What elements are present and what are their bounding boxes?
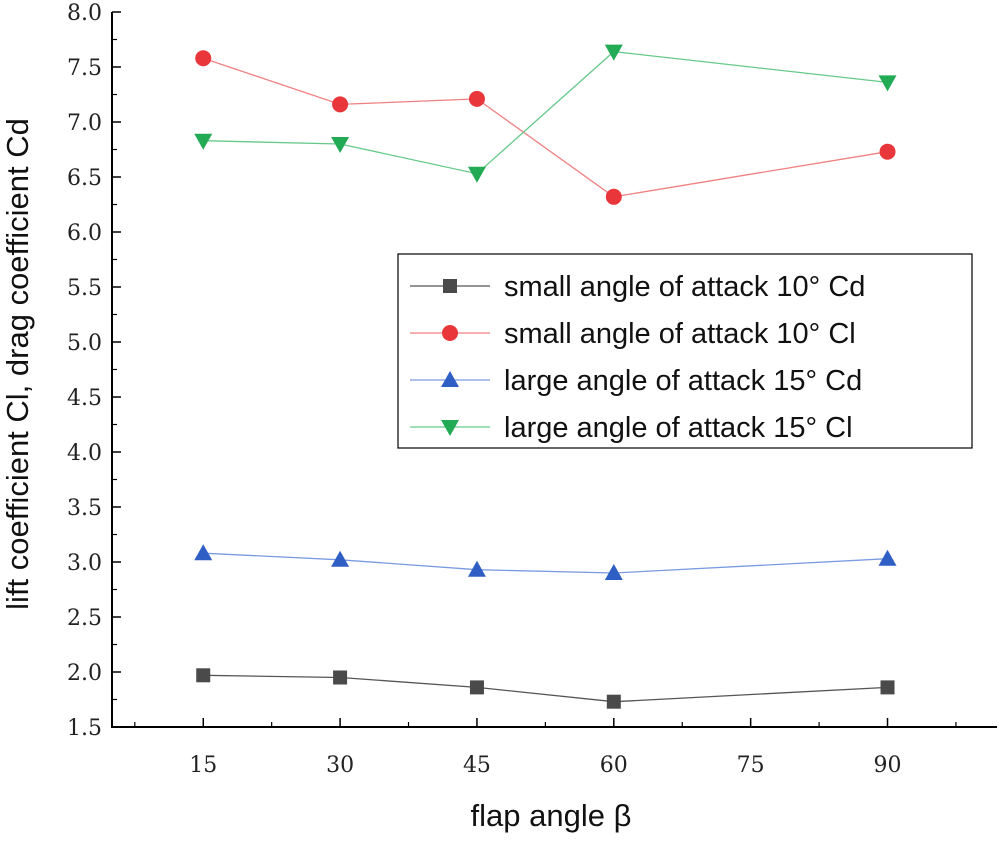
data-point (332, 96, 349, 113)
legend-box (397, 253, 973, 449)
legend-entry: small angle of attack 10° Cd (410, 271, 865, 303)
legend-entry: large angle of attack 15° Cl (410, 412, 853, 444)
data-point (880, 680, 895, 695)
data-point (878, 549, 897, 566)
series-4 (194, 44, 897, 183)
y-tick-label: 8.0 (67, 1, 102, 26)
legend-marker (443, 279, 457, 293)
series-line (202, 57, 888, 198)
y-tick-label: 5.0 (67, 331, 102, 356)
series-line (203, 50, 888, 175)
data-point (195, 50, 212, 67)
y-axis-title: lift coefficient Cl, drag coefficient Cd (0, 118, 35, 610)
legend-label: large angle of attack 15° Cl (504, 412, 853, 444)
x-axis-title: flap angle β (471, 798, 632, 833)
data-point (467, 166, 486, 183)
data-point (604, 564, 623, 580)
legend-label: small angle of attack 10° Cd (504, 271, 865, 303)
y-tick-label: 6.0 (67, 221, 102, 246)
series-1 (196, 668, 895, 709)
series-3 (194, 544, 897, 580)
y-tick-label: 1.5 (67, 716, 102, 741)
legend-entry: small angle of attack 10° Cl (410, 318, 856, 350)
y-tick-label: 6.5 (67, 166, 102, 191)
x-tick-label: 90 (874, 753, 902, 778)
y-tick-label: 7.5 (67, 56, 102, 81)
x-tick-label: 45 (463, 753, 491, 778)
data-point (606, 694, 621, 709)
y-tick-label: 2.5 (67, 606, 102, 631)
y-tick-label: 5.5 (67, 276, 102, 301)
data-point (467, 560, 486, 577)
data-point (469, 680, 484, 695)
data-point (604, 44, 623, 61)
series-layer (194, 44, 897, 709)
x-tick-label: 60 (600, 753, 628, 778)
data-point (879, 143, 896, 160)
legend: small angle of attack 10° Cd small angle … (397, 253, 973, 449)
y-tick-label: 3.0 (67, 551, 102, 576)
data-point (468, 90, 485, 107)
y-tick-label: 4.5 (67, 386, 102, 411)
data-point (878, 75, 897, 92)
legend-label: large angle of attack 15° Cd (504, 365, 862, 397)
legend-entry: large angle of attack 15° Cd (410, 365, 862, 397)
data-point (331, 137, 350, 153)
legend-marker (441, 371, 459, 387)
y-tick-label: 3.5 (67, 496, 102, 521)
x-tick-label: 75 (737, 753, 765, 778)
data-point (196, 668, 211, 683)
data-point (605, 188, 622, 205)
data-point (331, 550, 350, 567)
series-2 (195, 50, 896, 205)
legend-marker (442, 325, 458, 341)
legend-marker (441, 420, 459, 436)
y-tick-label: 2.0 (67, 661, 102, 686)
x-tick-label: 15 (189, 753, 217, 778)
series-line (203, 552, 888, 574)
data-point (194, 133, 213, 150)
tick-layer: 1.5 2.0 2.5 3.0 3.5 4.0 4.5 5.0 5.5 6.0 6.5 7.0 7.5 8… (67, 1, 957, 778)
series-line (203, 674, 888, 703)
x-tick-label: 30 (326, 753, 354, 778)
legend-label: small angle of attack 10° Cl (504, 318, 856, 350)
data-point (194, 544, 213, 561)
y-tick-label: 7.0 (67, 111, 102, 136)
data-point (333, 670, 348, 685)
y-tick-label: 4.0 (67, 441, 102, 466)
